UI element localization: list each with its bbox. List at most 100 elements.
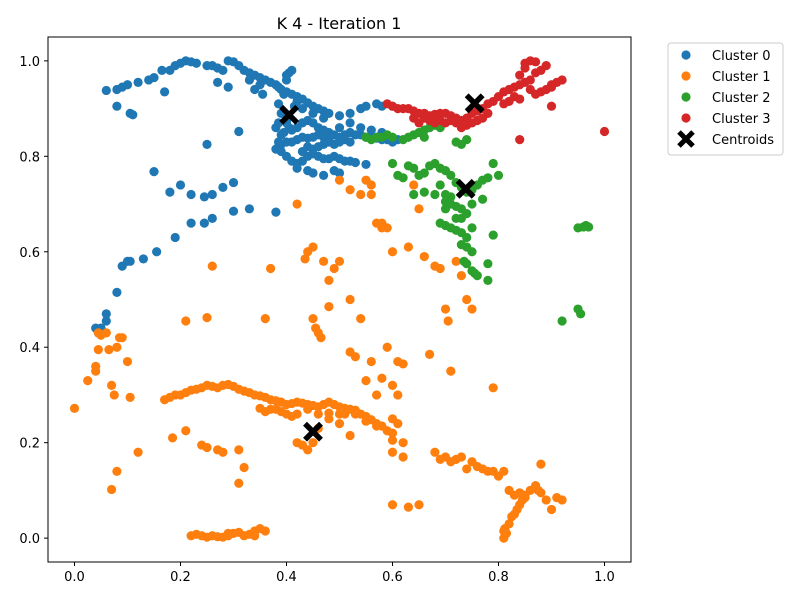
data-point (149, 166, 159, 177)
y-tick-label: 0.4 (19, 341, 40, 356)
data-point (244, 75, 254, 85)
x-tick-label: 0.8 (488, 570, 509, 585)
data-point (319, 256, 329, 266)
x-tick-label: 0.0 (64, 570, 85, 585)
data-point (297, 440, 307, 450)
legend-marker (681, 113, 691, 123)
data-point (419, 251, 429, 262)
data-point (546, 101, 557, 111)
series-1 (69, 175, 567, 543)
data-point (356, 123, 366, 133)
data-point (199, 192, 209, 202)
data-point (133, 447, 143, 457)
data-point (361, 376, 371, 386)
data-point (109, 390, 119, 400)
data-point (273, 99, 284, 109)
data-point (324, 275, 334, 286)
data-point (218, 65, 228, 76)
y-tick-label: 0.6 (19, 246, 40, 261)
data-point (234, 478, 244, 488)
data-point (234, 126, 244, 137)
data-point (308, 242, 318, 252)
data-point (462, 464, 472, 474)
data-point (419, 132, 429, 142)
data-point (107, 484, 117, 495)
legend-marker (681, 71, 691, 81)
data-point (308, 313, 318, 324)
data-point (446, 366, 456, 376)
series-3 (382, 56, 610, 145)
data-point (345, 108, 355, 118)
data-point (117, 333, 127, 343)
data-point (181, 316, 191, 326)
data-point (451, 137, 461, 147)
data-point (372, 390, 382, 400)
data-point (387, 158, 398, 169)
x-tick-label: 0.4 (276, 570, 297, 585)
data-point (345, 118, 355, 128)
data-point (300, 254, 310, 264)
data-point (488, 230, 498, 240)
data-point (181, 426, 191, 436)
data-point (133, 77, 143, 87)
data-point (345, 294, 355, 305)
data-point (345, 137, 355, 147)
data-point (456, 271, 466, 281)
data-point (334, 111, 345, 121)
data-point (239, 462, 249, 473)
data-point (462, 259, 472, 269)
data-point (125, 256, 135, 266)
y-tick-label: 0.8 (19, 150, 40, 165)
data-point (122, 356, 133, 367)
data-point (387, 380, 398, 391)
data-point (199, 218, 209, 228)
y-tick-label: 1.0 (19, 55, 40, 70)
data-point (419, 168, 429, 178)
data-point (366, 356, 376, 367)
data-point (557, 495, 567, 505)
centroid-marker (464, 93, 485, 114)
data-point (207, 189, 217, 200)
data-point (387, 435, 398, 445)
data-point (478, 194, 488, 204)
data-point (281, 75, 292, 85)
legend-marker (681, 50, 691, 60)
data-point (334, 123, 345, 133)
data-point (213, 77, 223, 87)
data-point (520, 492, 530, 503)
data-point (584, 222, 594, 232)
data-point (319, 113, 329, 123)
data-point (83, 376, 93, 386)
data-point (499, 99, 509, 109)
data-point (446, 192, 456, 202)
data-point (292, 199, 302, 209)
data-point (334, 256, 345, 266)
data-point (122, 80, 133, 90)
data-point (255, 80, 265, 90)
data-point (292, 96, 302, 107)
legend-marker (677, 130, 695, 148)
data-point (387, 247, 398, 257)
data-point (308, 168, 318, 178)
data-point (403, 502, 413, 512)
legend-item: Cluster 1 (681, 70, 771, 85)
data-point (125, 392, 135, 402)
data-point (345, 185, 355, 195)
data-point (382, 130, 392, 140)
data-point (218, 182, 228, 192)
data-point (467, 304, 477, 314)
data-point (500, 523, 510, 534)
data-point (152, 247, 162, 257)
data-point (377, 373, 387, 383)
data-point (483, 275, 493, 286)
legend-marker (681, 92, 691, 102)
plot-area (69, 56, 610, 543)
data-point (403, 242, 413, 252)
data-point (525, 75, 535, 85)
data-point (175, 180, 186, 190)
data-point (101, 316, 111, 326)
data-point (557, 316, 567, 326)
data-point (409, 113, 419, 123)
legend-frame (667, 42, 784, 156)
